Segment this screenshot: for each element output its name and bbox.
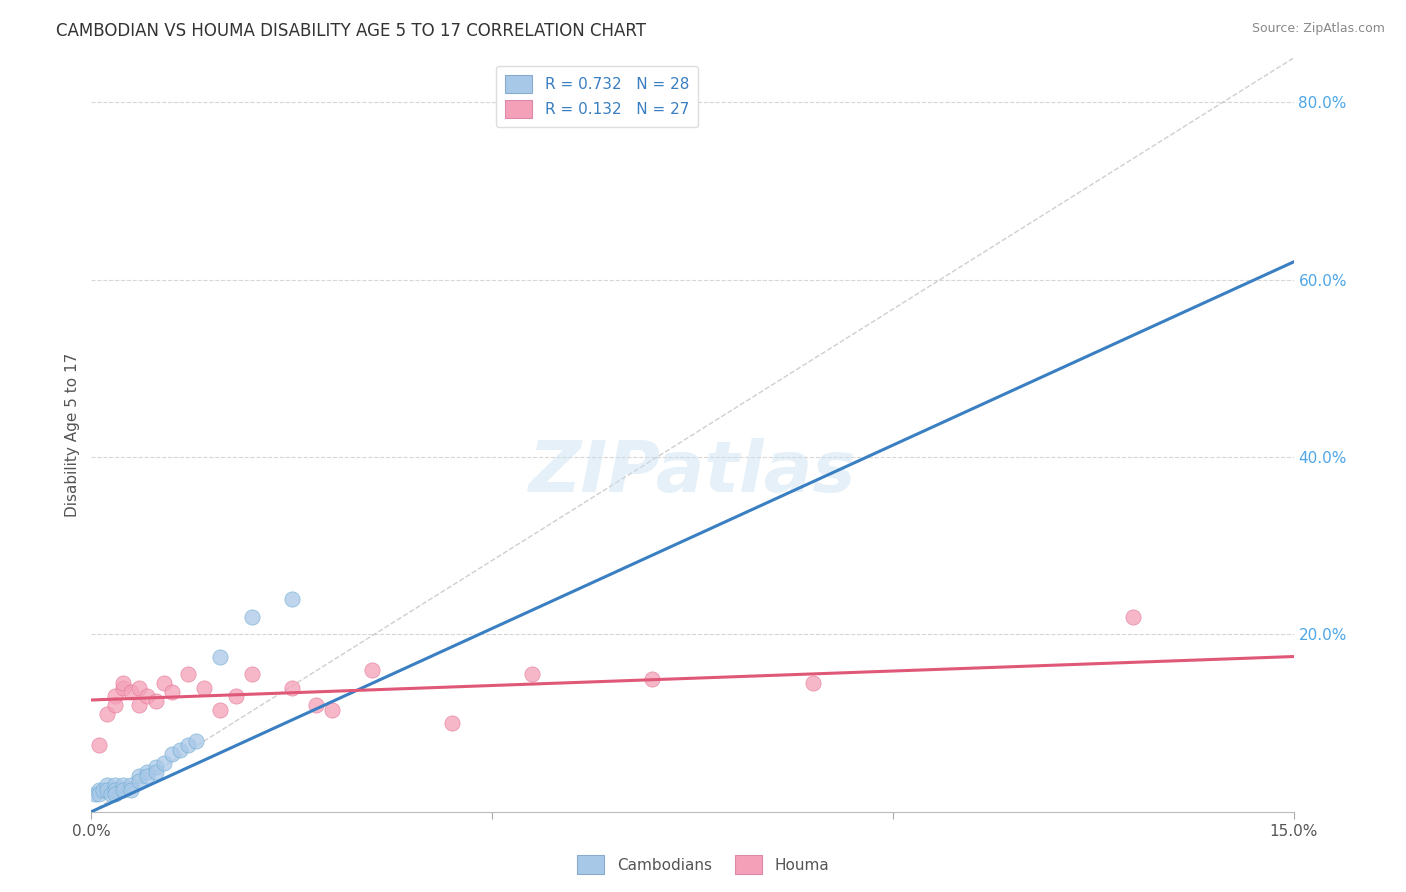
Point	[84, 787, 107, 801]
Point	[128, 769, 150, 783]
Point	[152, 676, 174, 690]
Point	[208, 703, 231, 717]
Point	[641, 672, 664, 686]
Point	[145, 764, 167, 779]
Point	[104, 787, 127, 801]
Point	[104, 698, 127, 713]
Point	[112, 778, 135, 792]
Point	[128, 773, 150, 788]
Point	[240, 609, 263, 624]
Point	[100, 787, 122, 801]
Point	[193, 681, 215, 695]
Point	[128, 698, 150, 713]
Point	[96, 778, 118, 792]
Point	[522, 667, 544, 681]
Point	[93, 782, 115, 797]
Y-axis label: Disability Age 5 to 17: Disability Age 5 to 17	[65, 352, 80, 517]
Point	[121, 778, 143, 792]
Point	[104, 690, 127, 704]
Point	[176, 738, 198, 752]
Legend: Cambodians, Houma: Cambodians, Houma	[571, 849, 835, 880]
Point	[89, 782, 111, 797]
Point	[89, 738, 111, 752]
Point	[440, 716, 463, 731]
Text: Source: ZipAtlas.com: Source: ZipAtlas.com	[1251, 22, 1385, 36]
Point	[305, 698, 328, 713]
Point	[184, 733, 207, 747]
Point	[112, 782, 135, 797]
Point	[240, 667, 263, 681]
Point	[160, 747, 183, 761]
Point	[136, 764, 159, 779]
Point	[152, 756, 174, 770]
Point	[360, 663, 382, 677]
Legend: R = 0.732   N = 28, R = 0.132   N = 27: R = 0.732 N = 28, R = 0.132 N = 27	[496, 66, 699, 128]
Point	[160, 685, 183, 699]
Point	[112, 681, 135, 695]
Point	[121, 685, 143, 699]
Text: CAMBODIAN VS HOUMA DISABILITY AGE 5 TO 17 CORRELATION CHART: CAMBODIAN VS HOUMA DISABILITY AGE 5 TO 1…	[56, 22, 647, 40]
Point	[112, 676, 135, 690]
Point	[176, 667, 198, 681]
Point	[225, 690, 247, 704]
Point	[104, 782, 127, 797]
Point	[136, 690, 159, 704]
Point	[145, 694, 167, 708]
Point	[121, 782, 143, 797]
Point	[321, 703, 343, 717]
Point	[208, 649, 231, 664]
Point	[136, 769, 159, 783]
Point	[281, 591, 304, 606]
Text: ZIPatlas: ZIPatlas	[529, 438, 856, 507]
Point	[169, 742, 191, 756]
Point	[145, 760, 167, 774]
Point	[104, 778, 127, 792]
Point	[89, 787, 111, 801]
Point	[128, 681, 150, 695]
Point	[96, 782, 118, 797]
Point	[281, 681, 304, 695]
Point	[801, 676, 824, 690]
Point	[1122, 609, 1144, 624]
Point	[96, 707, 118, 722]
